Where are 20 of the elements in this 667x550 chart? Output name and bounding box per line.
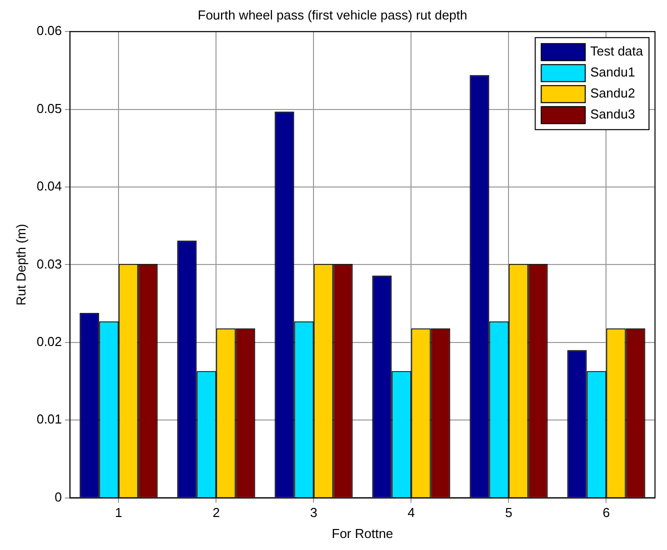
chart-title: Fourth wheel pass (first vehicle pass) rut depth <box>198 7 468 22</box>
legend-label: Sandu2 <box>590 86 636 101</box>
y-tick-label: 0.04 <box>36 178 62 194</box>
legend-label: Sandu3 <box>590 106 636 122</box>
y-tick-label: 0 <box>54 489 62 504</box>
y-tick-label: 0.02 <box>36 334 62 349</box>
y-tick-label: 0.03 <box>36 256 62 272</box>
x-tick-label: 4 <box>408 505 415 520</box>
x-tick-label: 2 <box>212 505 220 520</box>
x-tick-label: 5 <box>505 505 512 520</box>
x-tick-label: 1 <box>115 505 122 520</box>
legend-label: Sandu1 <box>590 64 636 80</box>
y-axis-title: Rut Depth (m) <box>13 224 28 306</box>
y-tick-label: 0.05 <box>36 100 62 116</box>
x-axis-title: For Rottne <box>332 526 394 541</box>
y-tick-label: 0.06 <box>36 23 62 38</box>
x-tick-label: 6 <box>602 505 610 520</box>
legend-label: Test data <box>590 44 644 59</box>
y-tick-label: 0.01 <box>36 412 62 427</box>
x-tick-label: 3 <box>310 505 318 520</box>
